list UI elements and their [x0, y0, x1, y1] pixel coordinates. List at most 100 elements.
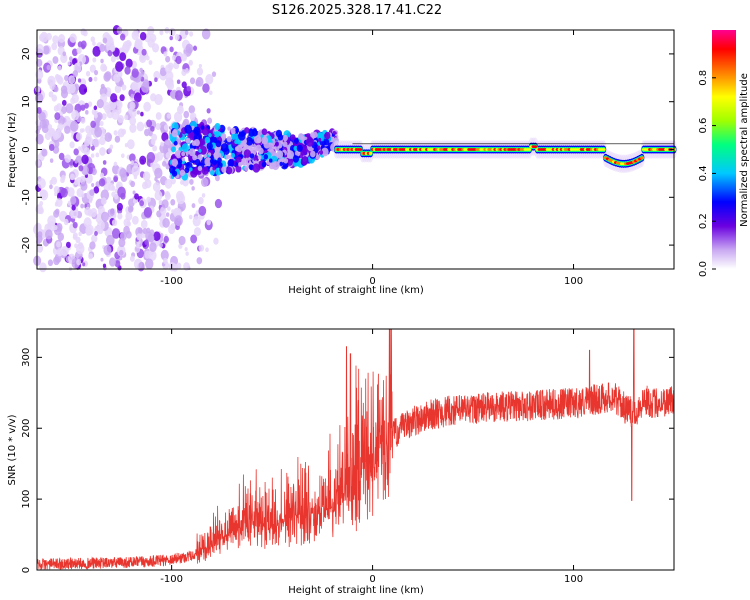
spectrogram-cell [69, 173, 75, 181]
spectrogram-cell [50, 176, 58, 185]
spectrogram-cell [131, 68, 139, 78]
spectrogram-cell [234, 139, 238, 145]
spectrogram-cell [185, 137, 191, 144]
spectrogram-cell [240, 142, 244, 147]
spectrogram-cell [132, 190, 136, 195]
spectrogram-cell [207, 117, 213, 124]
spectrogram-cell [116, 100, 122, 107]
spectrogram-cell [64, 75, 69, 82]
spectrogram-cell [162, 257, 168, 265]
spectrogram-cell [47, 75, 56, 87]
spectrogram-cell [292, 155, 300, 163]
spectrogram-cell [88, 76, 93, 83]
spectrogram-cell [92, 138, 100, 148]
spectrogram-cell [226, 135, 232, 143]
spectrogram-cell [235, 156, 242, 164]
spectrogram-cell [131, 165, 140, 177]
spectrogram-cell [84, 102, 89, 109]
spectrogram-cell [194, 150, 199, 156]
spectrogram-cell [274, 141, 279, 147]
spectrogram-cell [53, 185, 60, 194]
spectrogram-cell [155, 112, 162, 120]
spectrogram-cell [102, 37, 108, 44]
spectrogram-cell [69, 33, 77, 43]
spectrogram-cell [106, 176, 112, 184]
spectrogram-cell [102, 160, 107, 165]
spectrogram-cell [286, 150, 295, 159]
spectrogram-cell [160, 249, 169, 261]
spectrogram-cell [129, 123, 137, 134]
spectrogram-cell [114, 84, 122, 94]
spectrogram-cell [171, 158, 179, 167]
spectrogram-cell [140, 111, 144, 117]
spectrogram-cell [153, 231, 161, 242]
spectrogram-cell [111, 191, 116, 198]
spectrogram-cell [184, 30, 189, 36]
spectrogram-cell [199, 138, 206, 147]
spectrogram-cell [163, 124, 169, 131]
spectrogram-cell [178, 105, 183, 112]
spectrogram-cell [258, 147, 264, 155]
spectrogram-cell [143, 101, 151, 112]
spectrogram-cell [35, 133, 44, 145]
spectrogram-cell [198, 63, 202, 68]
spectrogram-cell [36, 58, 43, 68]
spectrogram-cell [140, 219, 148, 229]
spectrogram-cell [194, 158, 201, 166]
spectrogram-cell [192, 45, 198, 51]
spectrogram-cell [533, 145, 538, 149]
spectrogram-cell [263, 154, 269, 160]
spectrogram-cell [111, 228, 121, 239]
spectrogram-cell [110, 93, 118, 103]
spectrogram-cell [51, 42, 58, 51]
spectrogram-cell [35, 159, 41, 167]
spectrogram-cell [184, 247, 188, 252]
spectrogram-cell [60, 187, 68, 198]
spectrogram-cell [293, 138, 299, 144]
spectrogram-cell [155, 123, 161, 130]
spectrogram-cell [114, 135, 121, 143]
spectrogram-cell [90, 36, 96, 43]
spectrogram-cell [174, 215, 183, 227]
spectrogram-cell [93, 76, 98, 82]
spectrogram-cell [54, 129, 62, 139]
spectrogram-cell [290, 134, 296, 141]
spectrogram-cell [235, 165, 242, 173]
spectrogram-cell [190, 234, 198, 244]
spectrogram-cell [150, 125, 155, 132]
spectrogram-cell [181, 151, 186, 157]
spectrogram-cell [80, 28, 86, 36]
spectrogram-cell [119, 52, 127, 62]
spectrogram-cell [145, 258, 154, 270]
spectrogram-cell [230, 152, 236, 158]
spectrogram-cell [215, 140, 222, 148]
spectrogram-cell [73, 148, 79, 156]
spectrogram-cell [179, 169, 186, 177]
spectrogram-cell [169, 35, 173, 41]
spectrogram-cell [189, 167, 193, 172]
spectrogram-cell [53, 224, 58, 231]
spectrogram-cell [103, 244, 112, 256]
spectrogram-cell [127, 139, 135, 150]
spectrogram-cell [154, 176, 158, 182]
spectrogram-cell [283, 158, 289, 164]
spectrogram-cell [255, 147, 259, 152]
spectrogram-cell [214, 123, 221, 131]
spectrogram-cell [139, 67, 144, 73]
spectrogram-cell [312, 131, 318, 139]
spectrogram-cell [77, 62, 81, 67]
spectrogram-cell [124, 142, 129, 148]
spectrogram-cell [126, 221, 131, 227]
spectrogram-cell [211, 159, 218, 166]
spectrogram-cell [54, 201, 59, 207]
spectrogram-cell [90, 145, 95, 151]
spectrogram-cell [90, 153, 95, 158]
spectrogram-cell [67, 187, 75, 197]
spectrogram-cell [176, 79, 181, 85]
spectrogram-cell [205, 74, 214, 85]
spectrogram-cell [213, 237, 219, 245]
spectrogram-cell [108, 183, 115, 191]
spectrogram-cell [35, 44, 44, 55]
spectrogram-cell [169, 90, 176, 98]
spectrogram-cell [189, 214, 193, 220]
